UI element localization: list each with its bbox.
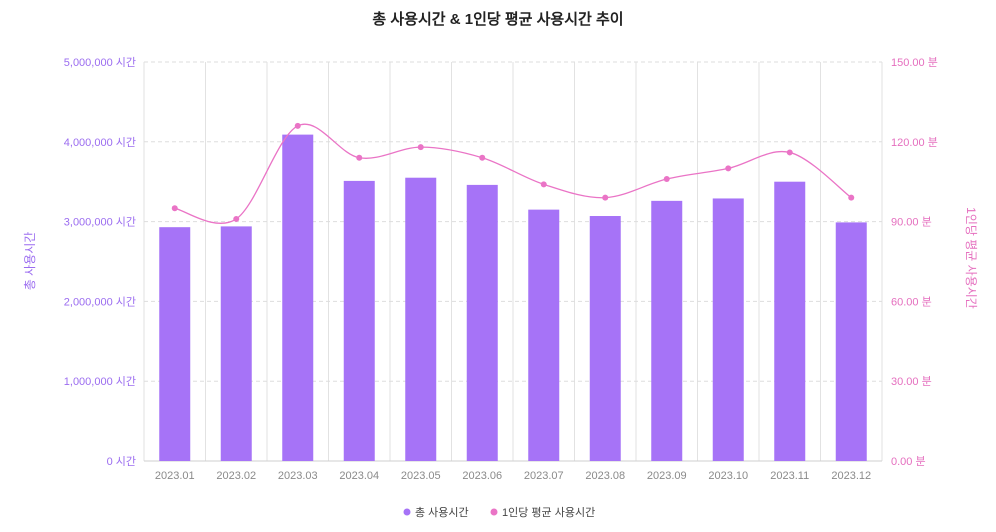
line-series xyxy=(171,122,855,224)
y-tick-label-left: 0 시간 xyxy=(107,455,136,468)
legend-marker-bar xyxy=(403,508,411,516)
bar xyxy=(405,177,437,461)
y-tick-label-right: 30.00 분 xyxy=(891,376,932,388)
y-tick-label-right: 60.00 분 xyxy=(891,296,932,308)
chart-title: 총 사용시간 & 1인당 평균 사용시간 추이 xyxy=(372,10,623,28)
line-point xyxy=(663,176,670,183)
bar xyxy=(651,200,683,462)
bar xyxy=(835,222,867,461)
y-tick-label-left: 1,000,000 시간 xyxy=(64,375,136,388)
y-tick-label-right: 150.00 분 xyxy=(891,57,938,69)
bar xyxy=(466,184,498,461)
line-point xyxy=(356,154,363,161)
legend-label-bar: 총 사용시간 xyxy=(415,506,469,519)
y-tick-label-right: 0.00 분 xyxy=(891,456,926,468)
line-path xyxy=(174,123,852,224)
bar xyxy=(528,209,560,461)
x-tick-label: 2023.03 xyxy=(278,470,318,482)
x-tick-label: 2023.05 xyxy=(401,470,441,482)
x-tick-label: 2023.10 xyxy=(708,470,748,482)
x-tick-label: 2023.02 xyxy=(216,470,256,482)
legend-marker-line xyxy=(490,508,498,516)
line-point xyxy=(602,194,609,201)
bar xyxy=(774,181,806,461)
x-tick-label: 2023.04 xyxy=(339,470,379,482)
line-point xyxy=(171,205,178,212)
line-point xyxy=(479,154,486,161)
axis-ticks: 0 시간 0.00 분 1,000,000 시간 30.00 분 2,000,000 시… xyxy=(64,56,938,482)
line-point xyxy=(725,165,732,172)
line-point xyxy=(233,215,240,222)
y-axis-title-left: 총 사용시간 xyxy=(23,232,37,291)
bar xyxy=(220,226,252,461)
y-tick-label-left: 5,000,000 시간 xyxy=(64,56,136,69)
y-tick-label-left: 4,000,000 시간 xyxy=(64,136,136,149)
x-tick-label: 2023.07 xyxy=(524,470,564,482)
y-tick-label-left: 2,000,000 시간 xyxy=(64,295,136,308)
x-tick-label: 2023.11 xyxy=(770,470,809,482)
grid xyxy=(143,61,883,462)
bar xyxy=(282,134,314,462)
x-tick-label: 2023.09 xyxy=(647,470,687,482)
bar-series xyxy=(159,134,867,462)
x-tick-label: 2023.12 xyxy=(831,470,871,482)
bar xyxy=(343,180,375,462)
line-point xyxy=(417,144,424,151)
y-axis-title-right: 1인당 평균 사용시간 xyxy=(964,207,978,309)
x-tick-label: 2023.01 xyxy=(155,470,195,482)
y-tick-label-right: 120.00 분 xyxy=(891,137,938,149)
bar xyxy=(159,227,191,461)
line-point xyxy=(540,181,547,188)
line-point xyxy=(294,122,301,129)
line-point xyxy=(786,149,793,156)
line-point xyxy=(848,194,855,201)
x-tick-label: 2023.06 xyxy=(462,470,502,482)
y-tick-label-left: 3,000,000 시간 xyxy=(64,216,136,229)
bar xyxy=(589,216,621,461)
y-tick-label-right: 90.00 분 xyxy=(891,217,932,229)
bar xyxy=(712,198,744,461)
legend-label-line: 1인당 평균 사용시간 xyxy=(502,506,595,519)
legend: 총 사용시간 1인당 평균 사용시간 xyxy=(403,506,595,519)
x-tick-label: 2023.08 xyxy=(585,470,625,482)
